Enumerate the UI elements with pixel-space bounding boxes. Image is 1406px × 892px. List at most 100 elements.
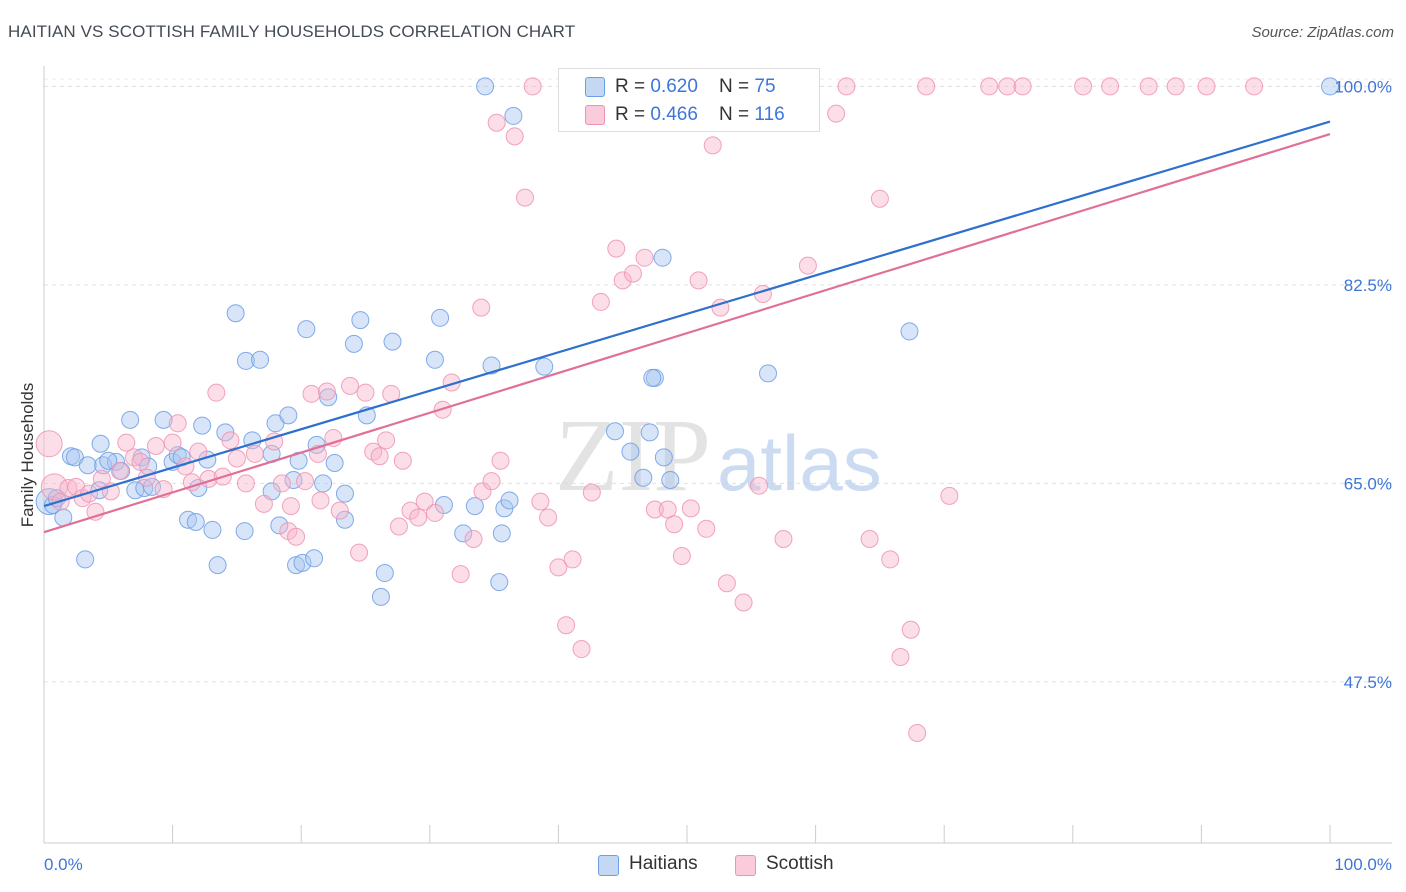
data-points <box>35 77 1339 742</box>
scottish-point <box>1101 77 1120 96</box>
haitians-point <box>203 520 222 539</box>
scottish-point <box>311 491 330 510</box>
haitians-point <box>266 414 285 433</box>
tick-labels: 47.5% 65.0% 82.5% 100.0% 0.0% 100.0% <box>44 77 1392 874</box>
scottish-point <box>425 503 444 522</box>
haitians-point <box>643 368 662 387</box>
scottish-point <box>837 77 856 96</box>
scottish-point <box>703 136 722 155</box>
haitians-point <box>135 478 154 497</box>
haitians-point <box>605 422 624 441</box>
haitians-point <box>344 334 363 353</box>
scottish-point <box>59 478 78 497</box>
y-tick-label: 47.5% <box>1344 673 1392 692</box>
source-label: Source: ZipAtlas.com <box>1251 24 1394 41</box>
haitians-point <box>143 477 162 496</box>
scottish-point <box>35 430 63 458</box>
haitians-point <box>476 77 495 96</box>
haitians-point <box>500 491 519 510</box>
scottish-point <box>1166 77 1185 96</box>
scottish-point <box>557 616 576 635</box>
y-tick-label: 100.0% <box>1334 77 1392 96</box>
scottish-point <box>734 593 753 612</box>
scottish-point <box>473 482 492 501</box>
haitians-point <box>270 516 289 535</box>
haitians-point <box>759 364 778 383</box>
scottish-point <box>236 474 255 493</box>
scottish-point <box>393 451 412 470</box>
scottish-point <box>221 431 240 450</box>
scottish-point <box>377 431 396 450</box>
scottish-point <box>317 382 336 401</box>
scottish-point <box>302 384 321 403</box>
r-value: 0.466 <box>650 104 698 125</box>
scottish-point <box>891 647 910 666</box>
haitians-swatch <box>585 77 605 97</box>
scottish-point <box>1013 77 1032 96</box>
haitians-point <box>335 484 354 503</box>
haitians-point <box>434 495 453 514</box>
haitians-point <box>325 454 344 473</box>
scottish-point <box>572 640 591 659</box>
scottish-point <box>689 271 708 290</box>
scottish-point <box>131 452 150 471</box>
scottish-point <box>163 433 182 452</box>
scottish-point <box>464 530 483 549</box>
scottish-point <box>1139 77 1158 96</box>
scottish-point <box>482 472 501 491</box>
scottish-point <box>1197 77 1216 96</box>
scottish-point <box>472 298 491 317</box>
haitians-point <box>99 451 118 470</box>
trend-lines <box>43 120 1331 534</box>
scottish-point <box>750 476 769 495</box>
haitians-point <box>371 587 390 606</box>
scottish-point <box>254 494 273 513</box>
scottish-point <box>998 77 1017 96</box>
scottish-point <box>901 620 920 639</box>
watermark-zip: ZIP <box>555 398 711 513</box>
scottish-point <box>607 239 626 258</box>
haitians-point <box>653 248 672 267</box>
haitians-point <box>375 564 394 583</box>
scottish-point <box>341 376 360 395</box>
haitians-legend-label: Haitians <box>629 853 698 874</box>
scottish-point <box>491 451 510 470</box>
haitians-point <box>65 448 84 467</box>
scottish-point <box>389 517 408 536</box>
scottish-point <box>672 547 691 566</box>
scottish-point <box>125 448 144 467</box>
haitians-point <box>91 434 110 453</box>
x-tick-label: 0.0% <box>44 855 83 874</box>
haitians-point <box>297 320 316 339</box>
scottish-point <box>697 519 716 538</box>
scottish-point <box>168 414 187 433</box>
series-legend: Haitians Scottish <box>0 850 1406 880</box>
scottish-point <box>665 515 684 534</box>
scottish-point <box>917 77 936 96</box>
scottish-point <box>870 189 889 208</box>
haitians-point <box>535 357 554 376</box>
scottish-legend-label: Scottish <box>766 853 834 874</box>
scottish-point <box>415 492 434 511</box>
n-label: N = <box>719 76 755 97</box>
scottish-point <box>287 527 306 546</box>
scottish-point <box>1245 77 1264 96</box>
scottish-point <box>146 436 165 455</box>
haitians-trend-line <box>43 120 1331 508</box>
scottish-point <box>356 383 375 402</box>
r-label: R = <box>615 104 651 125</box>
haitians-point <box>226 304 245 323</box>
haitians-point <box>335 510 354 529</box>
haitians-point <box>121 410 140 429</box>
haitians-point <box>1321 77 1339 96</box>
scottish-point <box>350 543 369 562</box>
scottish-point <box>487 113 506 132</box>
scottish-point <box>227 449 246 468</box>
scottish-point <box>635 248 654 267</box>
scottish-point <box>798 256 817 275</box>
chart-title: HAITIAN VS SCOTTISH FAMILY HOUSEHOLDS CO… <box>8 22 576 41</box>
scottish-point <box>613 271 632 290</box>
haitians-point <box>490 573 509 592</box>
y-tick-label: 82.5% <box>1344 276 1392 295</box>
haitians-point <box>621 442 640 461</box>
